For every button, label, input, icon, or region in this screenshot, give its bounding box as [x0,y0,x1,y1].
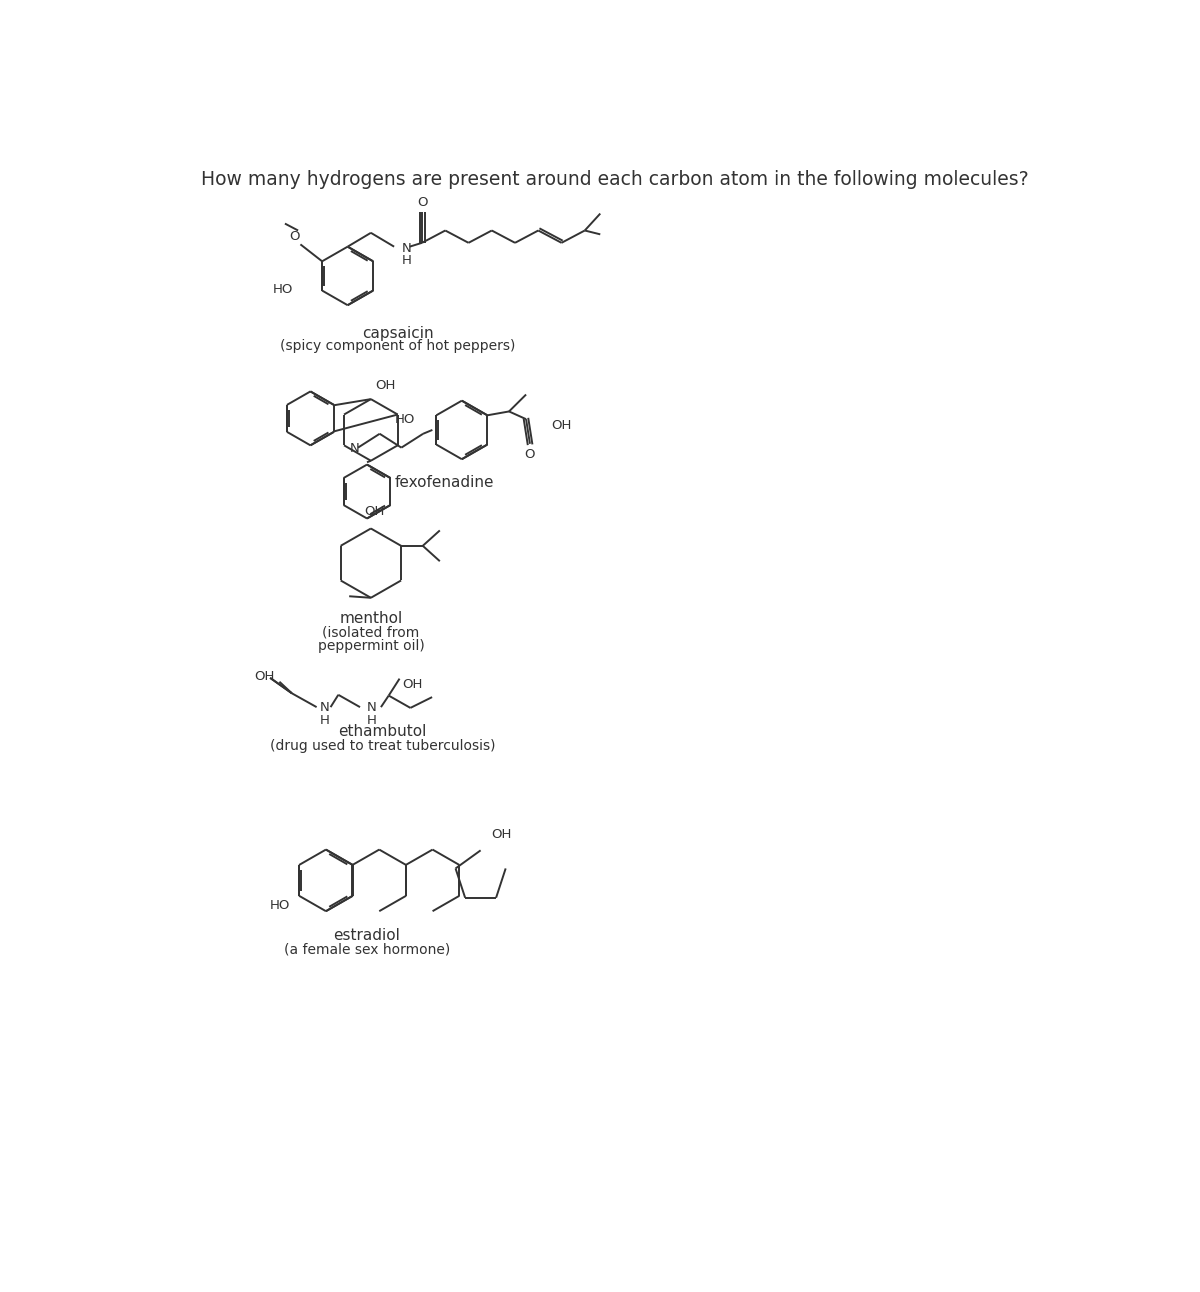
Text: ethambutol: ethambutol [338,725,427,739]
Text: estradiol: estradiol [334,929,401,943]
Text: HO: HO [272,283,293,296]
Text: OH: OH [492,828,512,841]
Text: (spicy component of hot peppers): (spicy component of hot peppers) [281,339,516,353]
Text: menthol: menthol [340,611,402,627]
Text: fexofenadine: fexofenadine [395,474,494,490]
Text: OH: OH [254,669,275,683]
Text: N: N [319,702,330,714]
Text: OH: OH [551,419,571,432]
Text: HO: HO [395,413,415,426]
Text: N: N [402,242,412,255]
Text: (isolated from: (isolated from [323,625,420,640]
Text: O: O [524,448,535,461]
Text: OH: OH [364,505,384,518]
Text: How many hydrogens are present around each carbon atom in the following molecule: How many hydrogens are present around ea… [202,171,1028,189]
Text: N: N [350,442,360,455]
Text: (a female sex hormone): (a female sex hormone) [284,943,450,956]
Text: H: H [367,713,377,726]
Text: H: H [402,255,412,267]
Text: peppermint oil): peppermint oil) [318,638,425,652]
Text: HO: HO [270,898,289,912]
Text: OH: OH [374,379,395,391]
Text: N: N [367,702,377,714]
Text: capsaicin: capsaicin [362,326,434,341]
Text: (drug used to treat tuberculosis): (drug used to treat tuberculosis) [270,739,496,753]
Text: O: O [416,196,427,209]
Text: H: H [319,713,330,726]
Text: O: O [289,230,300,243]
Text: OH: OH [403,677,424,690]
